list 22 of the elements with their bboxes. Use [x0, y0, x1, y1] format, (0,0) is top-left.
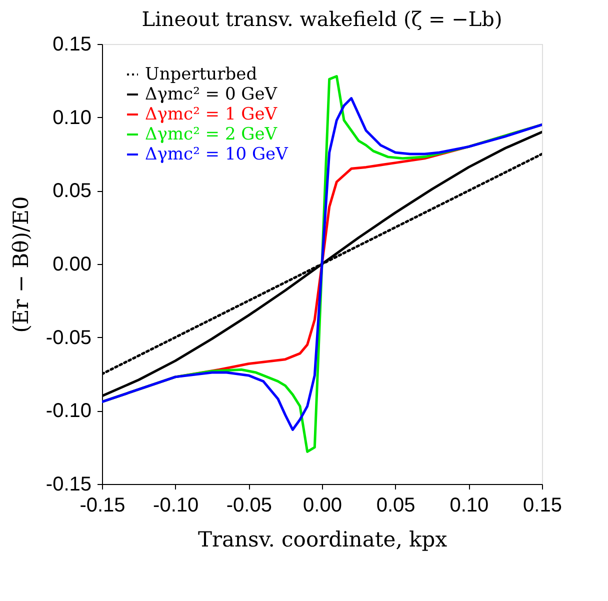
- legend-label: Δγmc² = 2 GeV: [145, 124, 278, 144]
- y-tick-label: -0.05: [46, 326, 92, 349]
- legend-label: Δγmc² = 1 GeV: [145, 104, 278, 124]
- x-tick-label: 0.10: [450, 494, 489, 516]
- x-tick-label: -0.05: [226, 494, 272, 516]
- y-tick-label: 0.10: [52, 106, 92, 129]
- legend-label: Δγmc² = 10 GeV: [145, 144, 289, 164]
- y-tick-label: -0.10: [46, 400, 92, 422]
- y-tick-label: 0.00: [52, 254, 92, 276]
- legend-label: Δγmc² = 0 GeV: [145, 84, 278, 104]
- x-tick-label: -0.10: [153, 494, 199, 516]
- x-tick-label: -0.15: [80, 494, 126, 516]
- legend-label: Unperturbed: [145, 64, 258, 84]
- chart-title: Lineout transv. wakefield (ζ = −Lb): [142, 7, 502, 31]
- y-axis-title: (Er − Bθ)/E0: [8, 196, 33, 333]
- y-tick-label: 0.15: [52, 34, 92, 56]
- x-tick-label: 0.15: [523, 494, 562, 516]
- x-axis-title: Transv. coordinate, kpx: [198, 528, 448, 552]
- y-tick-label: 0.05: [52, 180, 92, 202]
- y-tick-label: -0.15: [46, 474, 92, 496]
- x-tick-label: 0.00: [303, 494, 342, 516]
- x-tick-label: 0.05: [376, 494, 416, 516]
